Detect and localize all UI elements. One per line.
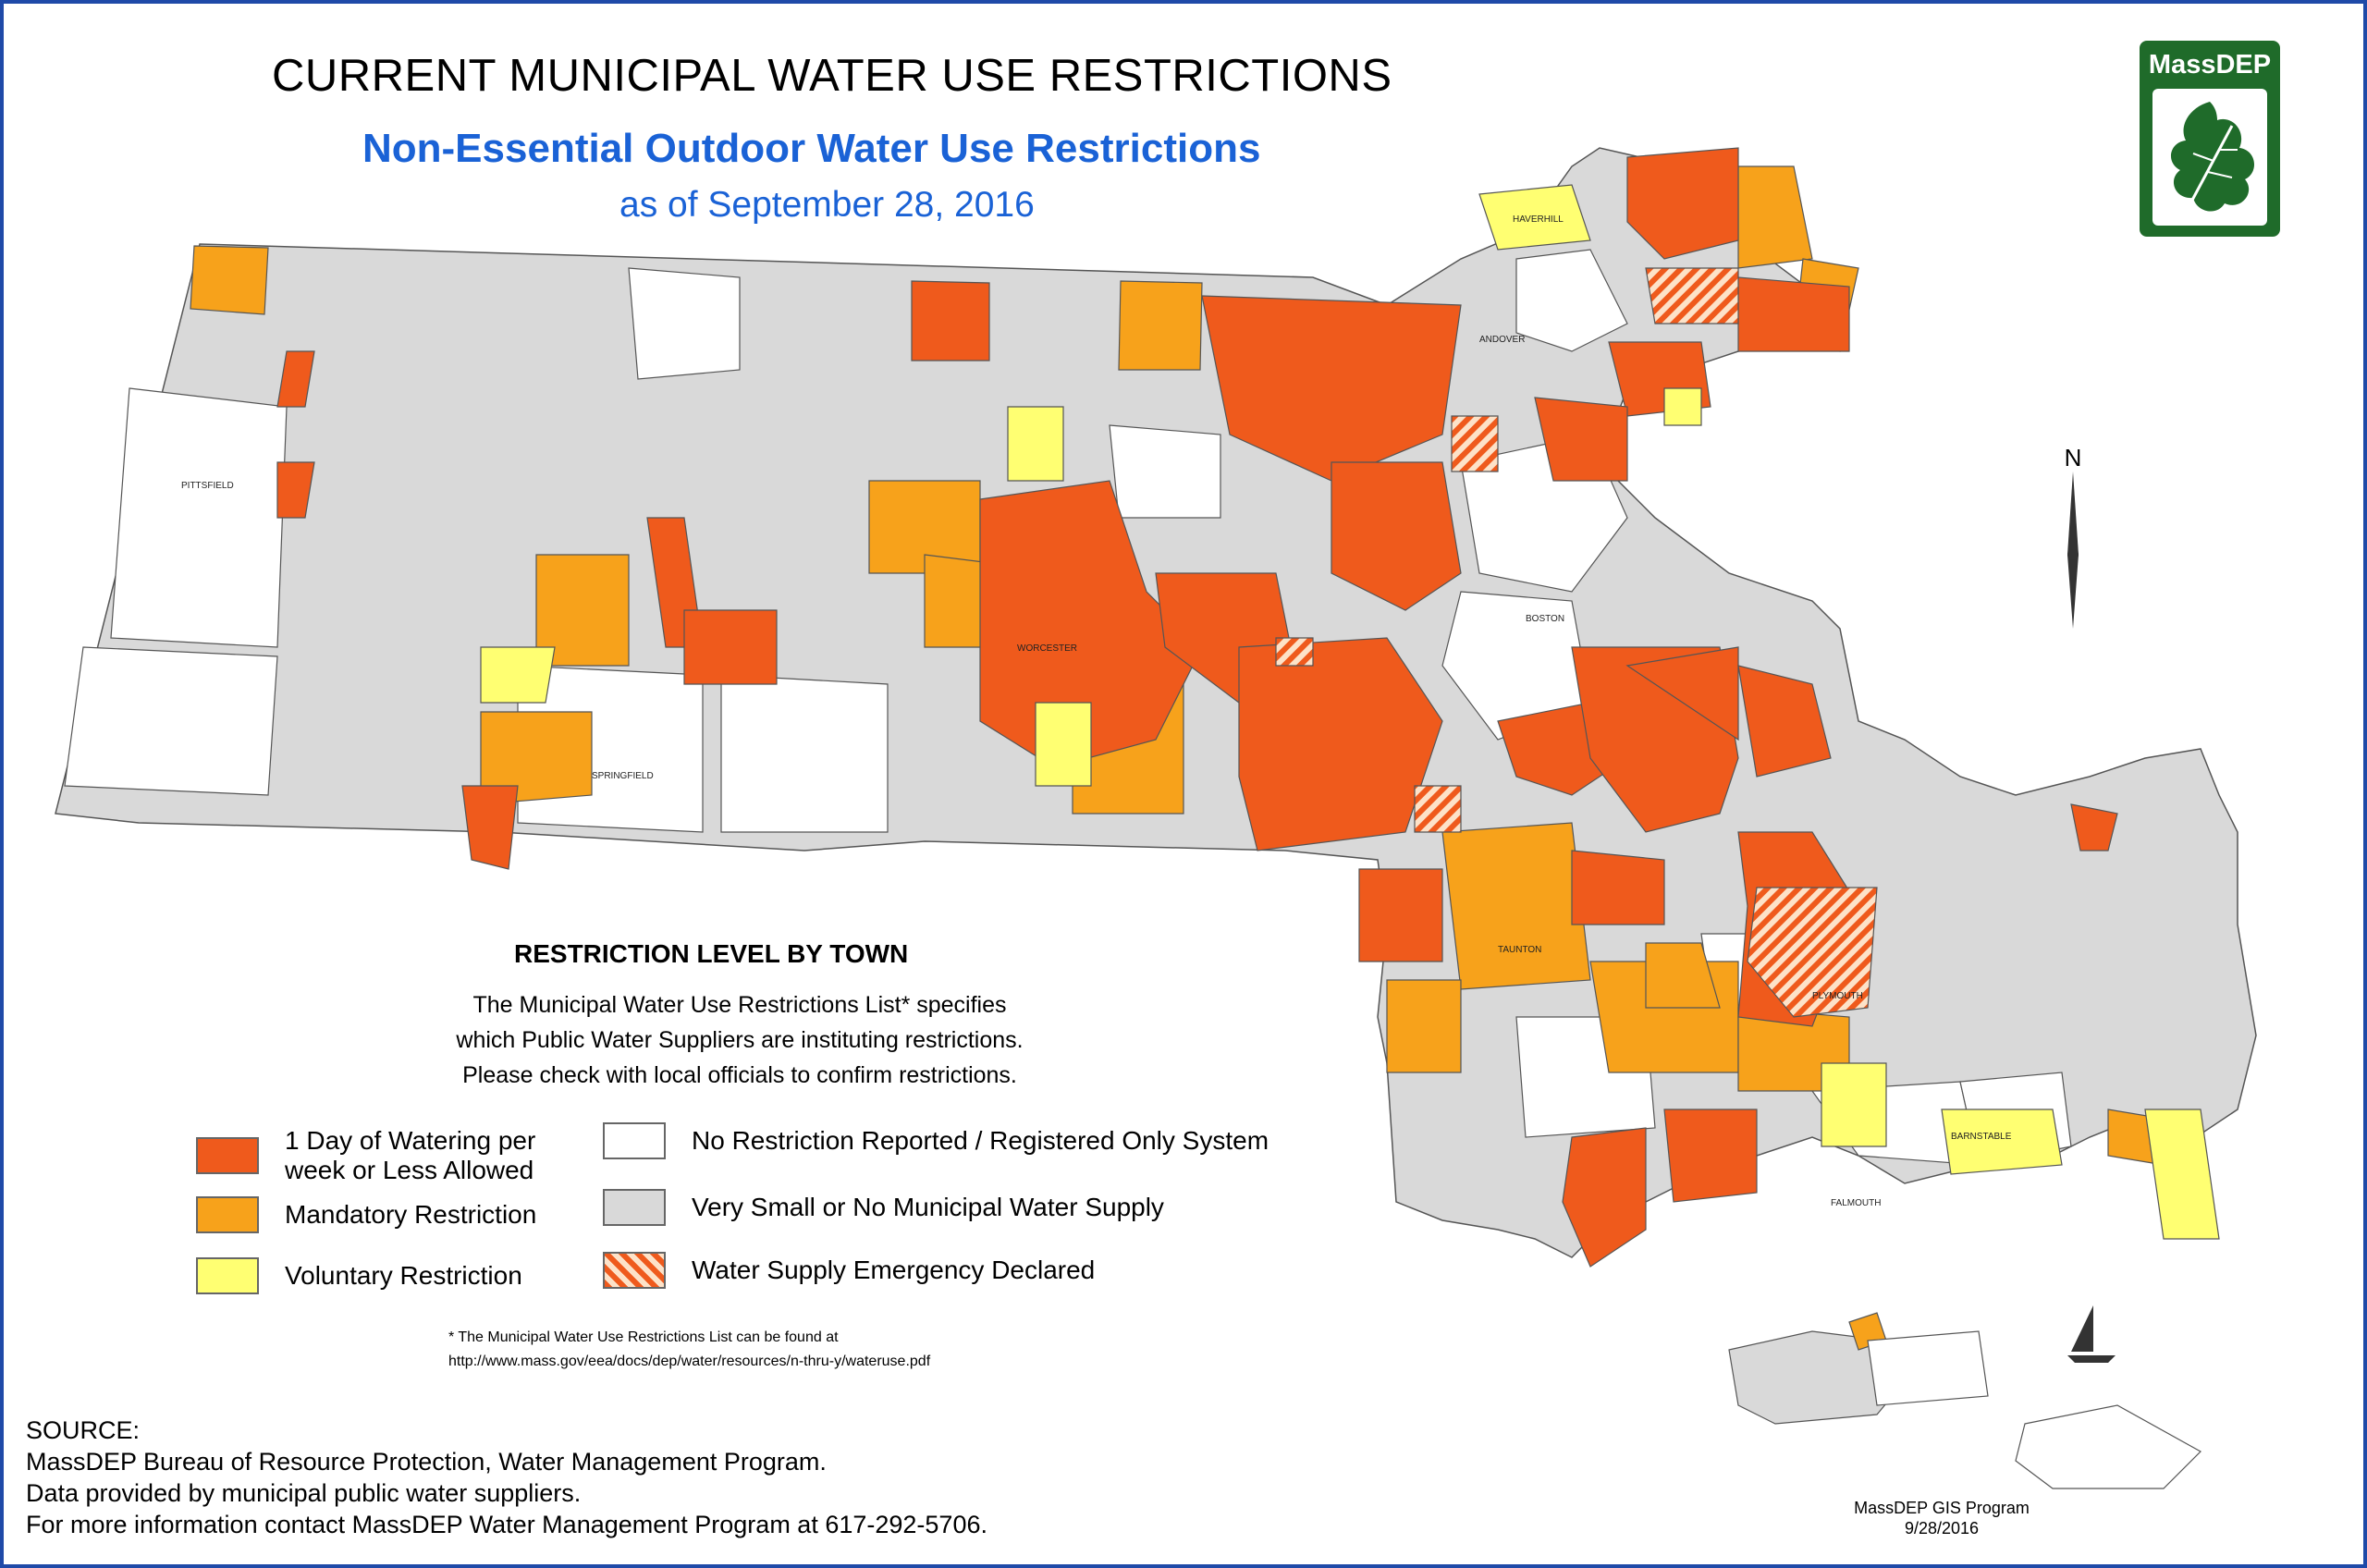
legend-desc-line: The Municipal Water Use Restrictions Lis… xyxy=(472,992,1007,1018)
legend-label: 1 Day of Watering per week or Less Allow… xyxy=(285,1126,536,1184)
legend-swatch-none xyxy=(603,1122,666,1159)
legend-title: RESTRICTION LEVEL BY TOWN xyxy=(514,939,909,968)
legend-item-mandatory: Mandatory Restriction xyxy=(196,1196,536,1233)
legend-swatch-one-day xyxy=(196,1137,259,1174)
legend-desc-line: which Public Water Suppliers are institu… xyxy=(456,1027,1024,1053)
logo-text: MassDEP xyxy=(2148,50,2272,80)
label-springfield: SPRINGFIELD xyxy=(592,771,654,781)
legend-label: Mandatory Restriction xyxy=(285,1200,537,1229)
label-pittsfield: PITTSFIELD xyxy=(181,481,234,491)
layer-emergency xyxy=(1275,267,1878,1018)
footnote-url: http://www.mass.gov/eea/docs/dep/water/r… xyxy=(448,1354,931,1369)
massdep-logo: MassDEP xyxy=(2140,41,2280,237)
label-taunton: TAUNTON xyxy=(1498,945,1541,955)
legend-label: Voluntary Restriction xyxy=(285,1261,522,1290)
legend-swatch-emergency xyxy=(603,1252,666,1289)
legend-item-small: Very Small or No Municipal Water Supply xyxy=(603,1189,1164,1226)
gis-credit: MassDEP GIS Program 9/28/2016 xyxy=(1812,1498,2071,1538)
credit-date: 9/28/2016 xyxy=(1904,1519,1980,1537)
sailboat-icon xyxy=(2067,1305,2116,1363)
label-falmouth: FALMOUTH xyxy=(1831,1198,1881,1208)
north-arrow-icon xyxy=(2067,472,2079,629)
source-line: For more information contact MassDEP Wat… xyxy=(26,1511,987,1538)
label-haverhill: HAVERHILL xyxy=(1513,214,1564,225)
legend-description: The Municipal Water Use Restrictions Lis… xyxy=(388,987,1091,1093)
layer-mandatory xyxy=(190,165,2165,1166)
label-worcester: WORCESTER xyxy=(1017,643,1077,654)
label-plymouth: PLYMOUTH xyxy=(1812,991,1863,1001)
legend-label: Water Supply Emergency Declared xyxy=(692,1256,1096,1284)
north-label: N xyxy=(2064,444,2082,472)
source-block: SOURCE: MassDEP Bureau of Resource Prote… xyxy=(26,1415,987,1540)
legend-label: No Restriction Reported / Registered Onl… xyxy=(692,1126,1269,1155)
legend-item-emergency: Water Supply Emergency Declared xyxy=(603,1252,1095,1289)
layer-voluntary xyxy=(480,184,2220,1240)
map-title: CURRENT MUNICIPAL WATER USE RESTRICTIONS xyxy=(272,51,1392,101)
legend-swatch-mandatory xyxy=(196,1196,259,1233)
label-boston: BOSTON xyxy=(1526,614,1564,624)
source-line: MassDEP Bureau of Resource Protection, W… xyxy=(26,1448,827,1476)
legend-item-voluntary: Voluntary Restriction xyxy=(196,1257,522,1294)
oak-leaf-icon xyxy=(2152,89,2267,226)
map-date: as of September 28, 2016 xyxy=(619,185,1035,225)
source-heading: SOURCE: xyxy=(26,1416,141,1444)
map-subtitle: Non-Essential Outdoor Water Use Restrict… xyxy=(362,126,1261,171)
legend-swatch-voluntary xyxy=(196,1257,259,1294)
credit-program: MassDEP GIS Program xyxy=(1854,1499,2030,1517)
source-line: Data provided by municipal public water … xyxy=(26,1479,582,1507)
legend-desc-line: Please check with local officials to con… xyxy=(462,1062,1017,1088)
north-indicator: N xyxy=(2054,444,2091,472)
label-andover: ANDOVER xyxy=(1479,335,1525,345)
footnote-line: * The Municipal Water Use Restrictions L… xyxy=(448,1329,839,1345)
islands xyxy=(1728,1312,2201,1489)
legend-item-none: No Restriction Reported / Registered Onl… xyxy=(603,1122,1269,1159)
footnote: * The Municipal Water Use Restrictions L… xyxy=(448,1326,930,1374)
town-labels: PITTSFIELD WORCESTER BOSTON PLYMOUTH SPR… xyxy=(181,214,2012,1208)
label-barnstable: BARNSTABLE xyxy=(1951,1132,2012,1142)
legend-label: Very Small or No Municipal Water Supply xyxy=(692,1193,1164,1221)
legend-item-one-day: 1 Day of Watering per week or Less Allow… xyxy=(196,1126,535,1185)
legend-swatch-small xyxy=(603,1189,666,1226)
